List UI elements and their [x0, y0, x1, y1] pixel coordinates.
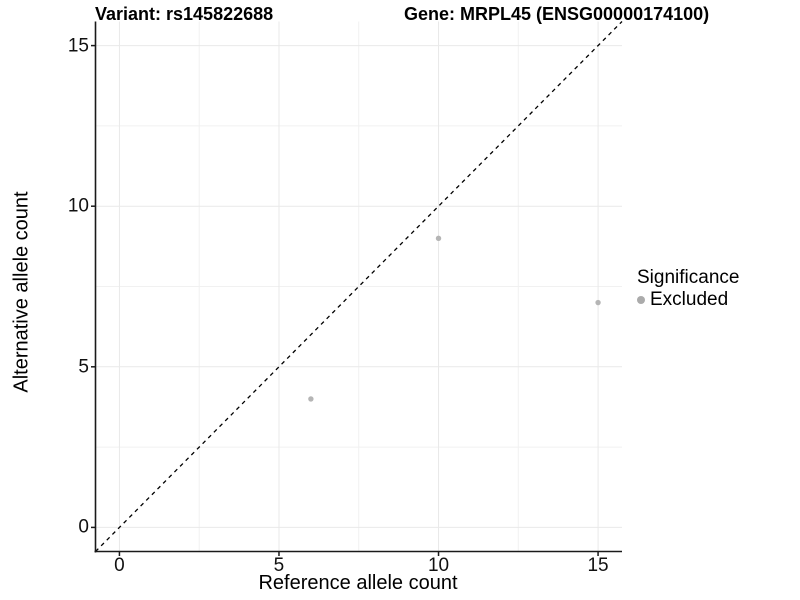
- data-point: [595, 299, 601, 306]
- data-point: [435, 235, 442, 242]
- legend-title: Significance: [637, 267, 740, 288]
- legend-key-point-icon: [637, 296, 645, 304]
- legend-item-label: Excluded: [650, 289, 729, 310]
- x-tick-label: 5: [273, 555, 285, 576]
- x-tick-label: 15: [587, 555, 609, 576]
- y-axis-title: Alternative allele count: [10, 191, 33, 393]
- plot-title-variant: Variant: rs145822688: [95, 4, 274, 24]
- x-tick-label: 0: [114, 555, 125, 576]
- plot-title-gene: Gene: MRPL45 (ENSG00000174100): [404, 4, 710, 24]
- x-axis-title: Reference allele count: [258, 572, 458, 594]
- legend-item-excluded: Excluded: [637, 289, 739, 311]
- y-tick-label: 5: [78, 356, 89, 378]
- y-tick-label: 0: [78, 516, 89, 538]
- legend: Significance Excluded: [637, 266, 739, 311]
- data-point: [308, 396, 314, 402]
- x-tick-label: 10: [427, 555, 450, 576]
- y-tick-label: 15: [67, 35, 89, 57]
- y-tick-label: 10: [67, 195, 89, 217]
